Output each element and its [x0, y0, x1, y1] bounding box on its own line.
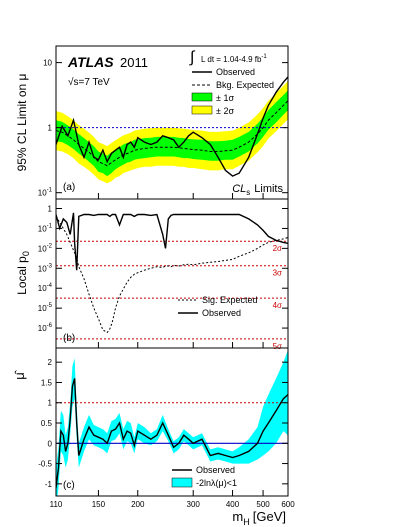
- legend-observed: Observed: [216, 67, 255, 77]
- a-observed-line: [56, 76, 288, 177]
- c-ytick-label-0: -1: [45, 480, 53, 489]
- b-sigma-label-0: 2σ: [273, 244, 282, 253]
- b-legend-observed: Observed: [202, 308, 241, 318]
- b-legend-sig-expected: Sig. Expected: [202, 295, 258, 305]
- lumi-label: L dt = 1.04-4.9 fb-1: [201, 54, 267, 64]
- experiment-label: ATLAS: [67, 54, 114, 70]
- b-sigma-label-2: 4σ: [273, 301, 282, 310]
- c-ytick-label-2: 0: [48, 439, 53, 448]
- b-sigma-label-1: 3σ: [273, 269, 282, 278]
- c-ytick-label-3: 0.5: [41, 419, 53, 428]
- x-tick-label-3: 300: [187, 500, 201, 509]
- x-tick-label-1: 150: [92, 500, 106, 509]
- legend-1sigma: ± 1σ: [216, 93, 234, 103]
- x-tick-label-2: 200: [131, 500, 145, 509]
- legend-2sigma-swatch: [191, 105, 213, 115]
- b-sigma-label-3: 5σ: [273, 342, 282, 351]
- a-panel-label: (a): [63, 182, 75, 193]
- legend-bkg-expected: Bkg. Expected: [216, 80, 274, 90]
- panel-a-cls-limits: 10-1 1 10 95% CL Limit on μ ATLAS 2011 √s=…: [15, 45, 289, 200]
- a-ytick-label-2: 10: [43, 59, 52, 68]
- x-tick-label-5: 500: [256, 500, 270, 509]
- a-ylabel: 95% CL Limit on μ: [15, 73, 29, 171]
- c-legend-observed: Observed: [196, 465, 235, 475]
- b-ytick-label-6: 10-6: [38, 323, 53, 333]
- b-ytick-label-2: 10-2: [38, 243, 53, 253]
- b-ytick-label-0: 1: [48, 205, 53, 214]
- integral-sign: ∫: [189, 49, 196, 66]
- a-ytick-label-1: 1: [48, 124, 53, 133]
- b-ytick-label-1: 10-1: [38, 223, 53, 233]
- b-panel-label: (b): [63, 333, 75, 344]
- c-band: [56, 350, 288, 496]
- b-observed-line: [56, 212, 288, 271]
- legend-1sigma-swatch: [191, 92, 213, 102]
- c-panel-label: (c): [63, 480, 75, 491]
- c-ytick-label-6: 2: [48, 358, 53, 367]
- x-axis-label: mH [GeV]: [232, 509, 286, 527]
- c-ytick-label-1: -0.5: [38, 460, 52, 469]
- a-band-1sigma: [56, 90, 288, 177]
- x-tick-label-4: 400: [226, 500, 240, 509]
- b-ytick-label-4: 10-4: [38, 283, 53, 293]
- legend-2sigma: ± 2σ: [216, 106, 234, 116]
- a-ytick-label-0: 10-1: [38, 188, 53, 198]
- c-ylabel: μ̂: [12, 369, 27, 379]
- x-tick-label-0: 110: [50, 500, 63, 509]
- c-legend-band-swatch: [171, 477, 193, 488]
- b-sig-expected-line: [56, 216, 288, 334]
- c-ytick-label-4: 1: [48, 399, 53, 408]
- c-observed-line: [56, 378, 288, 488]
- b-ytick-label-3: 10-3: [38, 263, 53, 273]
- b-ylabel: Local p0: [15, 251, 31, 295]
- energy-label: √s=7 TeV: [68, 76, 110, 88]
- year-label: 2011: [120, 55, 148, 70]
- cls-limits-label: CLs Limits: [232, 183, 283, 197]
- c-legend-band: -2lnλ(μ)<1: [196, 478, 237, 488]
- x-tick-label-6: 600: [281, 500, 295, 509]
- c-frame: [55, 347, 289, 497]
- c-ytick-label-5: 1.5: [41, 378, 53, 387]
- b-ytick-label-5: 10-5: [38, 303, 53, 313]
- panel-c-mu-hat: -1 -0.5 0 0.5 1 1.5 2 μ̂ Observed -2lnλ(μ)<1 (…: [12, 347, 289, 497]
